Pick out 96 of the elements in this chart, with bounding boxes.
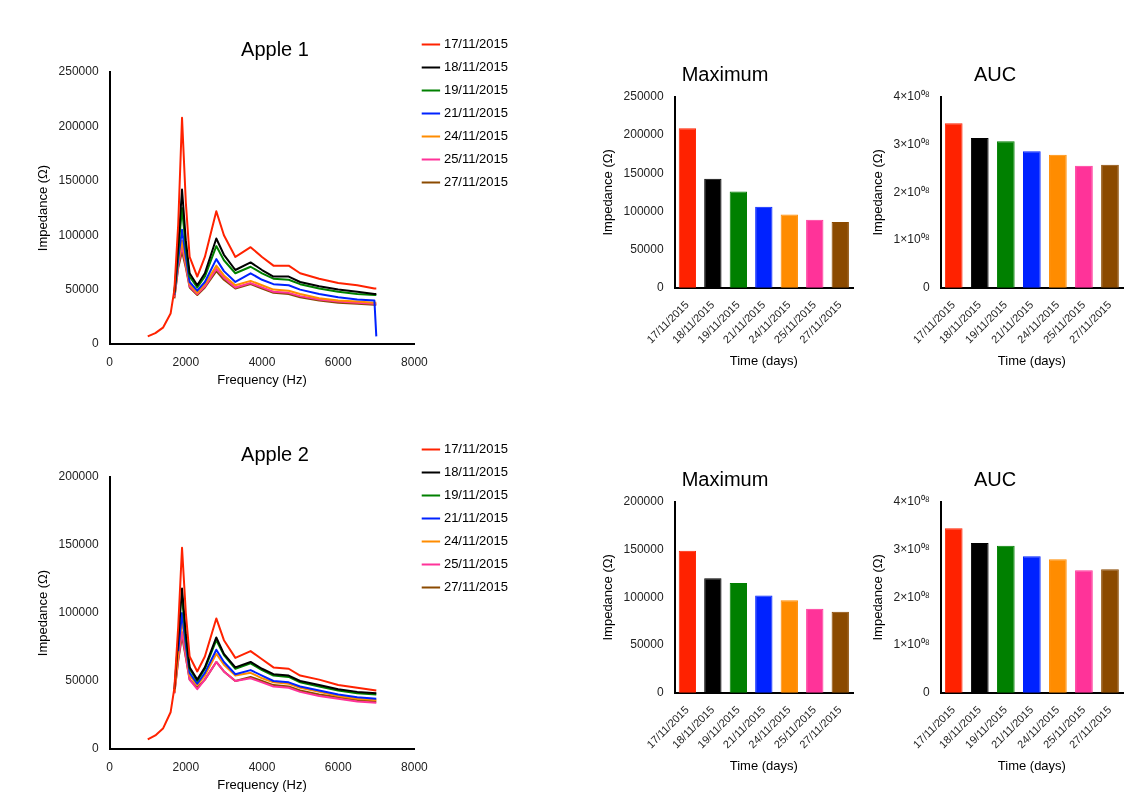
legend-label: 25/11/2015	[443, 151, 509, 167]
y-tick-label: 1×10⁰⁸	[893, 637, 930, 652]
legend-label: 19/11/2015	[443, 487, 509, 503]
legend-label: 17/11/2015	[443, 36, 509, 52]
bar	[996, 545, 1015, 693]
y-tick-label: 0	[923, 685, 930, 700]
y-tick-label: 200000	[58, 118, 99, 133]
bar	[780, 600, 798, 693]
y-tick-label: 2×10⁰⁸	[893, 589, 930, 604]
chart-title: Apple 1	[241, 37, 309, 60]
bar	[1022, 151, 1041, 288]
y-tick-label: 200000	[623, 494, 664, 509]
bar	[729, 583, 748, 693]
x-tick-label: 4000	[248, 759, 276, 774]
x-tick-label: 2000	[172, 759, 200, 774]
bar	[831, 222, 849, 288]
y-axis-title: Impedance (Ω)	[35, 164, 51, 252]
legend-label: 24/11/2015	[443, 128, 509, 144]
chart-title: Maximum	[681, 62, 769, 85]
y-tick-label: 150000	[623, 165, 664, 180]
legend-label: 27/11/2015	[443, 174, 509, 190]
x-axis-title: Time (days)	[729, 352, 798, 368]
y-tick-label: 3×10⁰⁸	[893, 136, 930, 151]
legend-label: 19/11/2015	[443, 82, 509, 98]
chart-title: AUC	[973, 467, 1017, 490]
y-tick-label: 50000	[630, 241, 664, 256]
x-tick-label: 6000	[324, 759, 352, 774]
y-axis-title: Impedance (Ω)	[870, 554, 886, 641]
x-axis-title: Frequency (Hz)	[217, 371, 307, 387]
y-axis-title: Impedance (Ω)	[870, 149, 886, 236]
y-tick-label: 250000	[58, 64, 99, 79]
y-axis-title: Impedance (Ω)	[600, 554, 616, 641]
y-axis-title: Impedance (Ω)	[600, 149, 616, 236]
y-tick-label: 100000	[58, 227, 99, 242]
y-tick-label: 100000	[58, 605, 99, 620]
bar	[1101, 569, 1119, 693]
legend-label: 21/11/2015	[443, 510, 509, 526]
x-axis-title: Time (days)	[997, 757, 1066, 773]
x-tick-label: 4000	[248, 354, 276, 369]
y-tick-label: 50000	[65, 673, 99, 688]
x-tick-label: 8000	[401, 759, 429, 774]
legend-label: 17/11/2015	[443, 441, 509, 457]
chart-title: Apple 2	[241, 442, 309, 465]
bar	[831, 611, 849, 693]
x-axis-title: Time (days)	[729, 757, 798, 773]
bar	[996, 141, 1015, 288]
chart-title: AUC	[973, 62, 1017, 85]
y-tick-label: 3×10⁰⁸	[893, 541, 930, 556]
y-tick-label: 100000	[623, 203, 664, 218]
legend-label: 21/11/2015	[443, 105, 509, 121]
y-tick-label: 50000	[65, 281, 99, 296]
x-axis-title: Frequency (Hz)	[217, 776, 307, 792]
y-tick-label: 200000	[58, 469, 99, 484]
y-tick-label: 150000	[58, 537, 99, 552]
y-tick-label: 150000	[58, 173, 99, 188]
y-tick-label: 100000	[623, 589, 664, 604]
y-tick-label: 0	[656, 685, 664, 700]
x-axis-title: Time (days)	[997, 352, 1066, 368]
x-tick-label: 6000	[324, 354, 352, 369]
bar	[1075, 570, 1093, 693]
bar	[1049, 154, 1067, 288]
bar	[1101, 164, 1119, 288]
x-tick-label: 8000	[401, 354, 429, 369]
bar	[806, 608, 824, 693]
bar	[1049, 559, 1067, 693]
chart-title: Maximum	[681, 467, 769, 490]
y-tick-label: 2×10⁰⁸	[893, 184, 930, 199]
bar	[678, 128, 697, 288]
legend-label: 25/11/2015	[443, 556, 509, 572]
x-tick-label: 2000	[172, 354, 200, 369]
bar	[806, 219, 824, 288]
bar	[755, 206, 773, 288]
y-axis-title: Impedance (Ω)	[35, 569, 51, 657]
x-tick-label: 0	[106, 354, 114, 369]
bar	[729, 191, 748, 288]
bar	[944, 123, 963, 288]
legend-label: 18/11/2015	[443, 59, 509, 75]
x-tick-label: 0	[106, 759, 114, 774]
bar	[1022, 556, 1041, 693]
bar	[755, 595, 773, 693]
bar	[678, 550, 697, 693]
bar	[780, 214, 798, 288]
legend-label: 24/11/2015	[443, 533, 509, 549]
y-tick-label: 1×10⁰⁸	[893, 232, 930, 247]
y-tick-label: 150000	[623, 541, 664, 556]
y-tick-label: 250000	[623, 89, 664, 104]
bar	[944, 528, 963, 693]
y-tick-label: 0	[923, 280, 930, 295]
bar	[1075, 165, 1093, 288]
y-tick-label: 50000	[630, 637, 664, 652]
y-tick-label: 4×10⁰⁸	[893, 89, 930, 104]
legend-label: 18/11/2015	[443, 464, 509, 480]
y-tick-label: 0	[656, 280, 664, 295]
legend-label: 27/11/2015	[443, 579, 509, 595]
y-tick-label: 200000	[623, 127, 664, 142]
y-tick-label: 4×10⁰⁸	[893, 494, 930, 509]
